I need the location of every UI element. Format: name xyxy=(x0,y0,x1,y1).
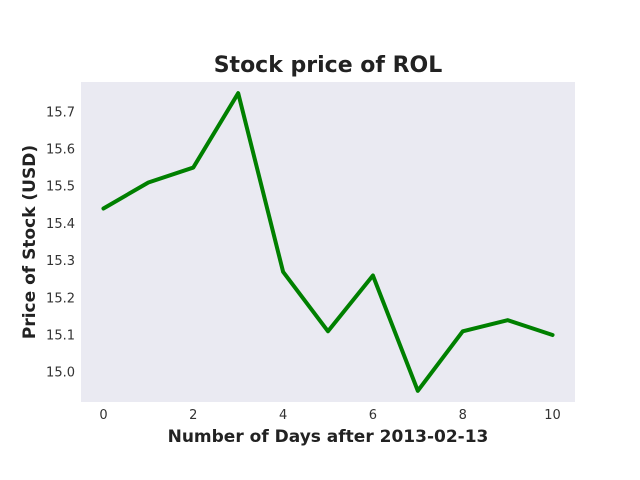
x-tick-labels: 0 2 4 6 8 10 xyxy=(99,408,561,423)
x-tick-label: 6 xyxy=(369,408,377,423)
y-tick-label: 15.2 xyxy=(46,291,75,306)
x-tick-label: 4 xyxy=(279,408,287,423)
y-axis-label: Price of Stock (USD) xyxy=(20,145,40,339)
chart-title: Stock price of ROL xyxy=(214,53,443,78)
x-tick-label: 0 xyxy=(99,408,107,423)
x-tick-label: 8 xyxy=(459,408,467,423)
series-line xyxy=(101,91,555,393)
x-tick-label: 10 xyxy=(544,408,561,423)
y-tick-label: 15.7 xyxy=(46,105,75,120)
y-tick-label: 15.5 xyxy=(46,180,75,195)
x-axis-label: Number of Days after 2013-02-13 xyxy=(168,427,489,447)
x-tick-label: 2 xyxy=(189,408,197,423)
y-tick-label: 15.4 xyxy=(46,217,75,232)
y-tick-label: 15.6 xyxy=(46,142,75,157)
series-layer xyxy=(101,91,555,393)
y-tick-label: 15.0 xyxy=(46,366,75,381)
y-tick-label: 15.3 xyxy=(46,254,75,269)
plot-area xyxy=(81,82,575,402)
y-tick-label: 15.1 xyxy=(46,329,75,344)
y-tick-labels: 15.0 15.1 15.2 15.3 15.4 15.5 15.6 15.7 xyxy=(46,105,75,380)
